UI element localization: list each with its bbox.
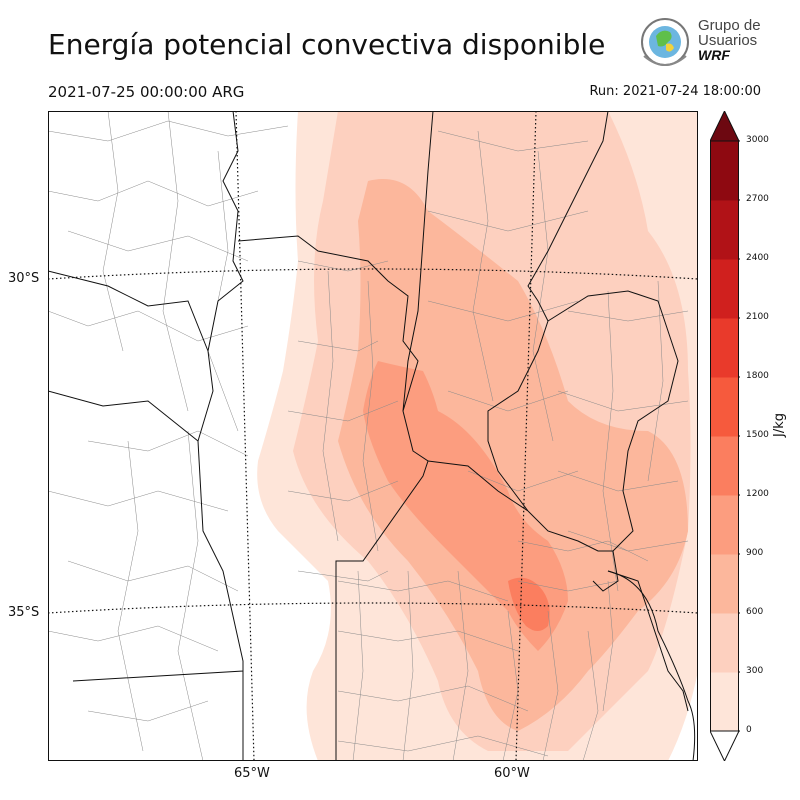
coastline <box>607 570 696 761</box>
department-boundaries <box>48 111 689 761</box>
colorbar-level-label: 1200 <box>746 489 769 499</box>
colorbar-over-extend <box>710 111 740 142</box>
colorbar-level-label: 900 <box>746 548 764 558</box>
meridian-65w <box>235 111 255 761</box>
colorbar-level-label: 2400 <box>746 253 769 263</box>
colorbar-level-label: 2100 <box>746 312 769 322</box>
colorbar-swatch <box>710 141 739 201</box>
colorbar-level-label: 300 <box>746 666 764 676</box>
logo-text: Grupo de Usuarios WRF <box>698 17 761 63</box>
colorbar-level-label: 1500 <box>746 430 769 440</box>
colorbar-swatch <box>710 259 739 319</box>
colorbar-unit: J/kg <box>772 413 787 437</box>
map-frame <box>48 111 698 761</box>
parallel-35s <box>48 602 698 614</box>
cape-field <box>257 111 698 761</box>
colorbar-level-label: 600 <box>746 607 764 617</box>
colorbar-swatch <box>710 200 739 260</box>
colorbar-swatch <box>710 613 739 673</box>
colorbar-level-label: 2700 <box>746 194 769 204</box>
colorbar-under-extend <box>710 730 740 761</box>
colorbar-level-label: 0 <box>746 725 752 735</box>
colorbar-swatch <box>710 554 739 614</box>
lon-tick-65w: 65°W <box>234 766 270 781</box>
colorbar-swatch <box>710 672 739 732</box>
cape-map <box>48 111 698 761</box>
province-boundaries <box>48 111 689 761</box>
colorbar-frame <box>710 140 739 732</box>
lon-tick-60w: 60°W <box>494 766 530 781</box>
colorbar <box>710 111 800 761</box>
cape-band-1200-1500 <box>508 577 550 631</box>
valid-time: 2021-07-25 00:00:00 ARG <box>48 83 245 101</box>
colorbar-swatch <box>710 495 739 555</box>
cape-band-600-900 <box>338 179 688 731</box>
lat-tick-30s: 30°S <box>8 271 40 286</box>
lat-tick-35s: 35°S <box>8 605 40 620</box>
run-time: Run: 2021-07-24 18:00:00 <box>589 84 761 99</box>
colorbar-swatch <box>710 436 739 496</box>
globe-seal-icon <box>641 18 689 66</box>
colorbar-swatch <box>710 377 739 437</box>
map-title: Energía potencial convectiva disponible <box>48 28 606 61</box>
colorbar-level-label: 3000 <box>746 135 769 145</box>
graticule <box>48 111 698 761</box>
colorbar-swatch <box>710 318 739 378</box>
colorbar-level-label: 1800 <box>746 371 769 381</box>
meridian-60w <box>515 111 537 761</box>
parallel-30s <box>48 268 698 280</box>
political-boundaries <box>48 111 696 761</box>
wrf-users-logo: Grupo de Usuarios WRF <box>638 16 761 72</box>
colorbar-swatches <box>710 111 740 761</box>
